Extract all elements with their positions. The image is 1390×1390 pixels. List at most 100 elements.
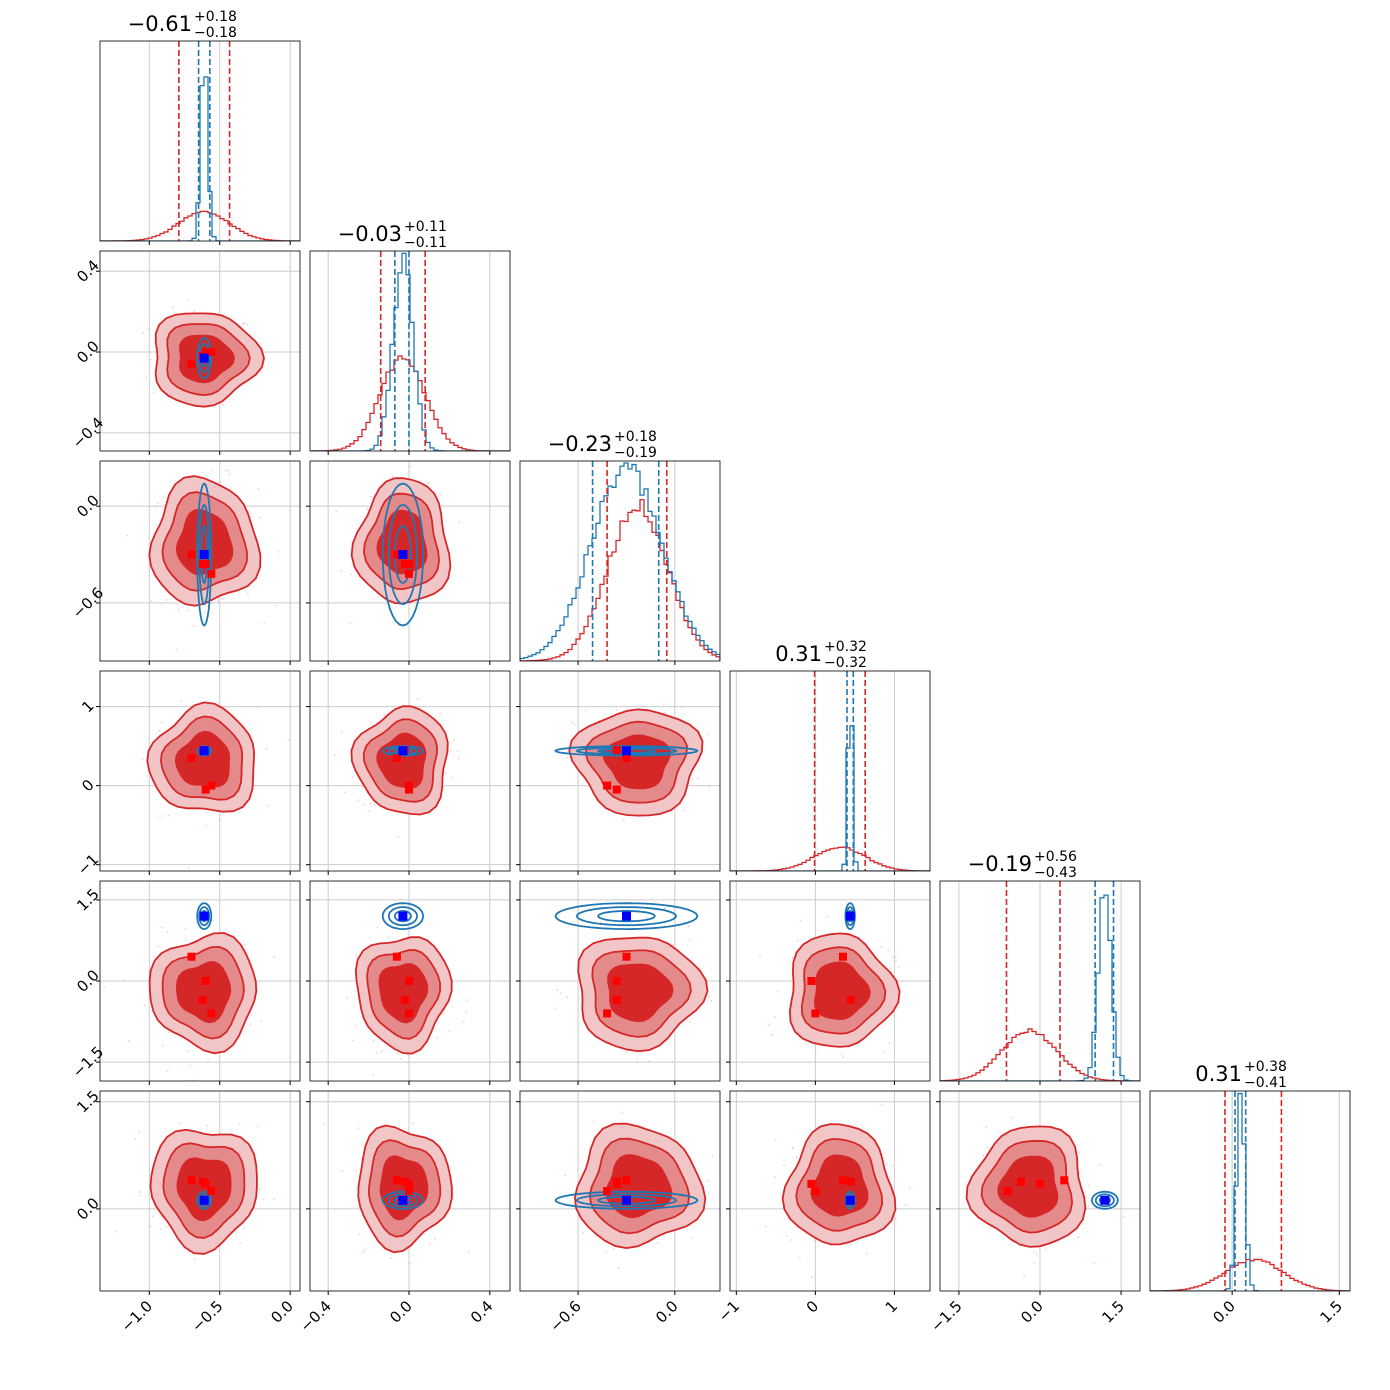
red-marker bbox=[405, 781, 413, 790]
red-histogram bbox=[310, 355, 510, 451]
red-marker bbox=[405, 569, 413, 578]
red-sample-point bbox=[697, 777, 699, 780]
red-sample-point bbox=[894, 956, 897, 959]
red-sample-point bbox=[881, 1104, 883, 1106]
red-sample-point bbox=[159, 815, 161, 817]
red-sample-point bbox=[798, 1257, 801, 1260]
red-sample-point bbox=[888, 1176, 891, 1179]
red-sample-point bbox=[397, 836, 400, 838]
blue-contour-outer bbox=[196, 482, 213, 627]
red-sample-point bbox=[277, 551, 279, 553]
red-marker bbox=[612, 977, 621, 985]
x-tick-label: 0.0 bbox=[386, 1297, 416, 1327]
red-marker bbox=[846, 995, 855, 1004]
title-median: 0.31 bbox=[1195, 1062, 1242, 1086]
panel-4-1 bbox=[306, 880, 511, 1085]
red-marker bbox=[207, 1009, 216, 1018]
red-sample-point bbox=[138, 1130, 141, 1133]
panel-3-1 bbox=[306, 670, 511, 875]
red-marker bbox=[405, 1187, 413, 1195]
x-tick-label: 0.0 bbox=[652, 1297, 682, 1327]
red-sample-point bbox=[127, 1039, 130, 1042]
red-sample-point bbox=[1023, 1275, 1025, 1277]
blue-contour-outer bbox=[196, 336, 213, 380]
red-sample-point bbox=[372, 1040, 375, 1042]
panel-5-4: −1.5 0.0 1.5 bbox=[927, 1090, 1141, 1336]
red-sample-point bbox=[228, 473, 231, 476]
red-sample-point bbox=[263, 622, 265, 625]
red-sample-point bbox=[706, 733, 709, 736]
red-sample-point bbox=[219, 819, 222, 822]
panel-frame bbox=[309, 460, 511, 662]
red-marker bbox=[201, 785, 210, 794]
red-sample-point bbox=[840, 1053, 843, 1056]
title-plus: +0.18 bbox=[194, 9, 237, 25]
red-sample-point bbox=[656, 1241, 659, 1244]
red-sample-point bbox=[340, 731, 343, 734]
red-sample-point bbox=[219, 481, 222, 483]
y-tick-label: −1 bbox=[74, 850, 102, 878]
red-sample-point bbox=[791, 956, 794, 959]
red-sample-point bbox=[217, 600, 220, 603]
red-sample-point bbox=[207, 1058, 210, 1060]
panel-5-5: 0.31 +0.38−0.41 0.0 1.5 bbox=[1149, 1059, 1351, 1327]
red-sample-point bbox=[103, 985, 106, 988]
panel-3-0: 1 0 −1 bbox=[74, 670, 301, 879]
panel-frame bbox=[309, 250, 511, 452]
red-sample-point bbox=[201, 471, 204, 474]
red-sample-point bbox=[595, 1235, 598, 1238]
blue-marker bbox=[398, 746, 408, 756]
panel-frame bbox=[99, 250, 301, 452]
red-sample-point bbox=[259, 370, 262, 373]
red-marker bbox=[187, 360, 196, 369]
red-sample-point bbox=[189, 1064, 192, 1067]
title-plus: +0.32 bbox=[824, 639, 867, 655]
red-sample-point bbox=[222, 404, 225, 407]
blue-contour-inner bbox=[596, 747, 657, 754]
blue-contour-middle bbox=[575, 746, 678, 756]
x-tick-label: −0.4 bbox=[297, 1297, 335, 1335]
red-marker bbox=[839, 952, 847, 961]
red-sample-point bbox=[689, 1020, 691, 1023]
red-sample-point bbox=[358, 1233, 361, 1235]
red-sample-point bbox=[791, 1146, 794, 1148]
red-sample-point bbox=[376, 1052, 378, 1054]
blue-contour-middle bbox=[387, 746, 419, 756]
red-sample-point bbox=[123, 979, 126, 981]
red-sample-point bbox=[152, 392, 155, 394]
panel-2-1 bbox=[306, 460, 511, 665]
red-sample-point bbox=[852, 1124, 855, 1126]
red-sample-point bbox=[162, 1044, 165, 1047]
red-sample-point bbox=[149, 1225, 152, 1228]
red-sample-point bbox=[185, 939, 187, 942]
red-sample-point bbox=[260, 1020, 263, 1022]
red-sample-point bbox=[1078, 1172, 1081, 1174]
red-sample-point bbox=[799, 919, 802, 922]
red-sample-point bbox=[584, 709, 587, 711]
red-sample-point bbox=[773, 1176, 776, 1179]
blue-contour-outer bbox=[381, 745, 425, 757]
panel-frame bbox=[729, 1090, 931, 1292]
red-sample-point bbox=[908, 1186, 911, 1189]
panel-title: −0.19 +0.56−0.43 bbox=[968, 849, 1077, 881]
red-sample-point bbox=[165, 1226, 168, 1229]
blue-contour-inner bbox=[597, 1196, 656, 1205]
red-marker bbox=[392, 1176, 401, 1185]
title-plus: +0.11 bbox=[404, 219, 447, 235]
red-sample-point bbox=[139, 1191, 141, 1193]
blue-contour-outer bbox=[1090, 1190, 1119, 1210]
red-sample-point bbox=[341, 1170, 343, 1172]
red-sample-point bbox=[436, 1036, 438, 1039]
x-tick-label: −1 bbox=[715, 1297, 743, 1325]
red-sample-point bbox=[258, 516, 261, 519]
red-sample-point bbox=[564, 1174, 567, 1177]
red-sample-point bbox=[206, 1124, 208, 1127]
red-sample-point bbox=[1122, 1215, 1125, 1218]
blue-contour-outer bbox=[844, 902, 856, 931]
red-sample-point bbox=[458, 521, 460, 524]
panel-4-3 bbox=[726, 880, 931, 1085]
red-sample-point bbox=[150, 358, 153, 361]
red-sample-point bbox=[448, 1029, 451, 1032]
panel-frame bbox=[99, 460, 301, 662]
panel-3-2 bbox=[516, 670, 721, 875]
